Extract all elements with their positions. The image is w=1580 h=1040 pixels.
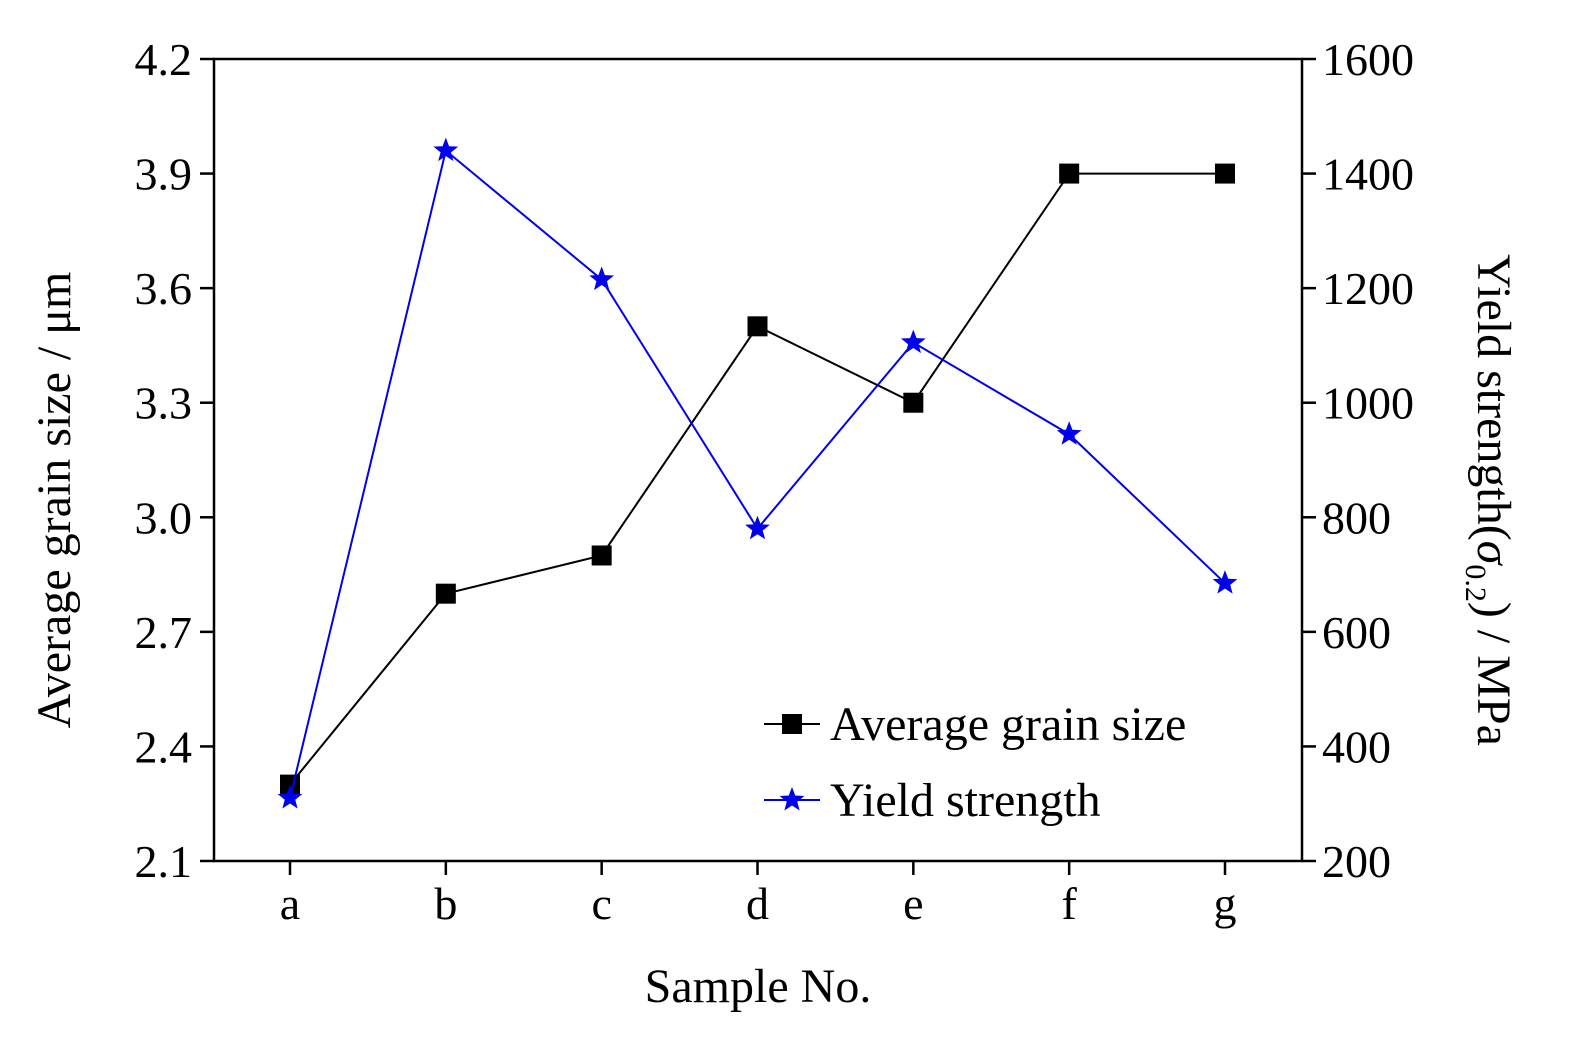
series-layer [277, 137, 1238, 809]
star-marker [900, 329, 926, 354]
square-marker [435, 583, 456, 604]
axis-labels-layer: Sample No. Average grain size / μm Yield s… [28, 254, 1520, 1013]
right-y-axis-title: Yield strength(σ0.2) / MPa [1459, 254, 1520, 746]
x-tick-label: c [591, 878, 611, 929]
right-tick-label: 800 [1322, 492, 1391, 543]
left-tick-label: 2.1 [135, 836, 193, 887]
star-marker [433, 137, 459, 162]
star-marker [1056, 421, 1082, 445]
series-line [289, 172, 1225, 786]
x-tick-label: f [1062, 878, 1078, 929]
legend-square-marker [782, 714, 802, 734]
right-y-axis-title-part: Yield strength( [1467, 254, 1520, 541]
right-tick-label: 1400 [1322, 149, 1414, 200]
left-tick-label: 3.3 [135, 378, 193, 429]
legend-star-marker [779, 787, 805, 811]
x-tick-label: a [280, 878, 300, 929]
right-y-axis-title-part: ) / MPa [1467, 602, 1520, 746]
left-tick-label: 2.4 [135, 721, 193, 772]
left-tick-label: 2.7 [135, 607, 193, 658]
x-tick-label: g [1214, 878, 1237, 929]
star-marker [589, 266, 615, 291]
right-tick-label: 400 [1322, 721, 1391, 772]
right-tick-label: 1600 [1322, 34, 1414, 85]
star-marker [1212, 570, 1238, 594]
x-tick-label: d [746, 878, 769, 929]
star-marker [745, 515, 770, 540]
right-tick-label: 1200 [1322, 263, 1414, 314]
x-tick-label: b [434, 878, 457, 929]
left-tick-label: 3.6 [135, 263, 193, 314]
square-marker [1215, 163, 1235, 184]
right-tick-label: 600 [1322, 607, 1391, 658]
left-tick-label: 4.2 [135, 34, 193, 85]
left-tick-label: 3.0 [135, 492, 193, 543]
legend-label: Yield strength [830, 774, 1101, 827]
legend: Average grain size Yield strength [764, 698, 1186, 827]
square-marker [747, 316, 768, 337]
left-tick-label: 3.9 [135, 149, 193, 200]
square-marker [591, 545, 612, 566]
right-y-axis-title-part: σ [1467, 541, 1520, 567]
right-tick-label: 200 [1322, 836, 1391, 887]
left-y-axis-title: Average grain size / μm [28, 272, 81, 729]
x-tick-label: e [903, 878, 923, 929]
series-yield-strength [277, 137, 1238, 809]
square-marker [1059, 163, 1080, 184]
right-tick-label: 1000 [1322, 378, 1414, 429]
series-average-grain-size [280, 163, 1235, 795]
right-y-axis-title-part: 0.2 [1459, 564, 1492, 602]
x-axis-title: Sample No. [645, 960, 872, 1013]
star-marker [277, 784, 303, 809]
axes-layer: 2.1 2.4 2.7 3.0 3.3 3.6 3.9 4.2 200 400 600 800 1000… [135, 34, 1415, 929]
legend-label: Average grain size [830, 698, 1186, 751]
square-marker [903, 392, 924, 413]
